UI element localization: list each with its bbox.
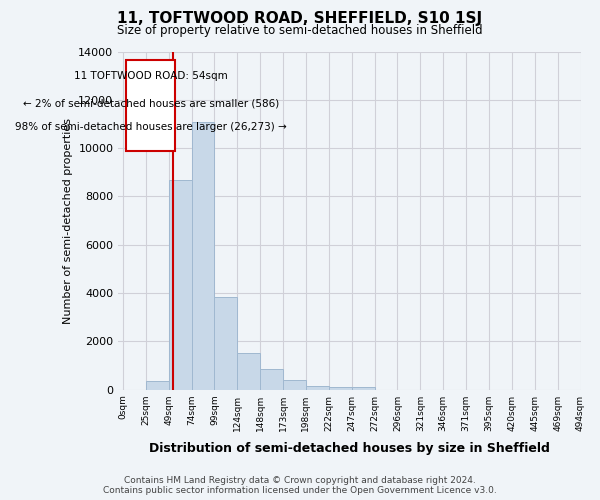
Bar (283, 380, 306, 390)
Bar (352, 386, 374, 390)
X-axis label: Distribution of semi-detached houses by size in Sheffield: Distribution of semi-detached houses by … (149, 442, 550, 455)
Text: Contains HM Land Registry data © Crown copyright and database right 2024.
Contai: Contains HM Land Registry data © Crown c… (103, 476, 497, 495)
Bar (306, 386, 329, 390)
Bar (169, 180, 191, 390)
Text: 11 TOFTWOOD ROAD: 54sqm: 11 TOFTWOOD ROAD: 54sqm (74, 71, 227, 81)
Text: Size of property relative to semi-detached houses in Sheffield: Size of property relative to semi-detach… (117, 24, 483, 37)
Text: 11, TOFTWOOD ROAD, SHEFFIELD, S10 1SJ: 11, TOFTWOOD ROAD, SHEFFIELD, S10 1SJ (118, 11, 482, 26)
Text: ← 2% of semi-detached houses are smaller (586): ← 2% of semi-detached houses are smaller… (23, 98, 279, 108)
Bar (191, 122, 214, 390)
Bar (146, 381, 169, 390)
Bar (127, 60, 175, 152)
Bar (329, 387, 352, 390)
Bar (260, 369, 283, 390)
Bar (237, 352, 260, 390)
Bar (214, 296, 237, 390)
Y-axis label: Number of semi-detached properties: Number of semi-detached properties (63, 118, 73, 324)
Text: 98% of semi-detached houses are larger (26,273) →: 98% of semi-detached houses are larger (… (15, 122, 287, 132)
